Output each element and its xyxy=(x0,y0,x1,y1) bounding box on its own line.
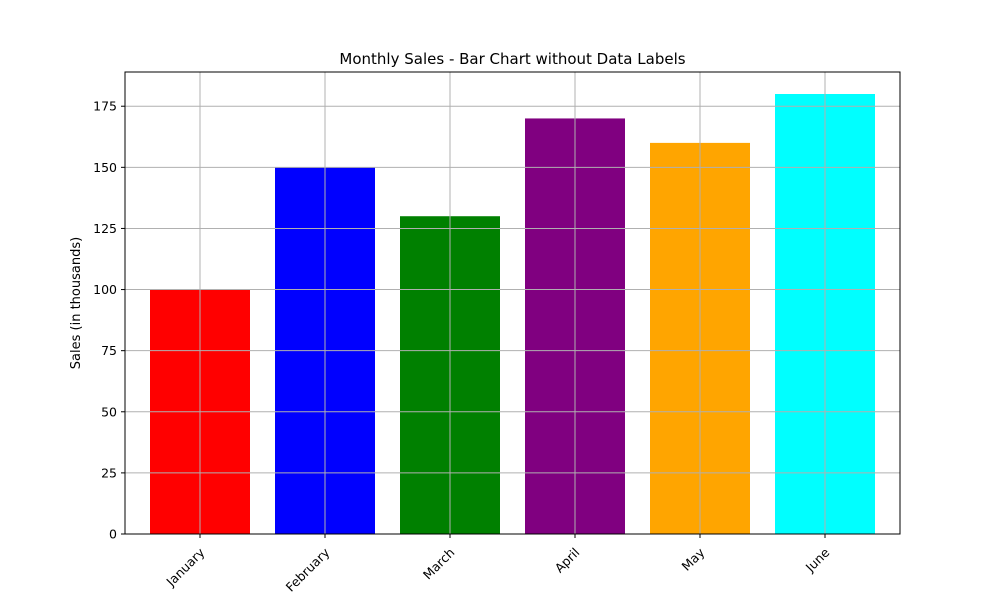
y-tick-label: 50 xyxy=(101,404,117,419)
y-tick-label: 100 xyxy=(93,282,117,297)
x-tick-label: April xyxy=(552,545,583,576)
y-tick-label: 25 xyxy=(101,465,117,480)
bars-layer xyxy=(150,94,875,535)
x-tick-label: May xyxy=(679,544,708,573)
x-tick-label: February xyxy=(283,544,333,594)
y-tick-label: 0 xyxy=(109,527,117,542)
y-tick-label: 150 xyxy=(93,160,117,175)
x-tick-label: March xyxy=(420,545,458,583)
axes-layer xyxy=(121,71,901,538)
y-tick-label: 75 xyxy=(101,343,117,358)
y-tick-label: 175 xyxy=(93,99,117,114)
y-tick-label: 125 xyxy=(93,221,117,236)
chart-title: Monthly Sales - Bar Chart without Data L… xyxy=(339,50,685,68)
y-axis-label: Sales (in thousands) xyxy=(69,237,84,369)
x-tick-label: January xyxy=(163,544,208,589)
x-tick-label: June xyxy=(802,545,833,576)
plot-frame xyxy=(124,71,901,535)
